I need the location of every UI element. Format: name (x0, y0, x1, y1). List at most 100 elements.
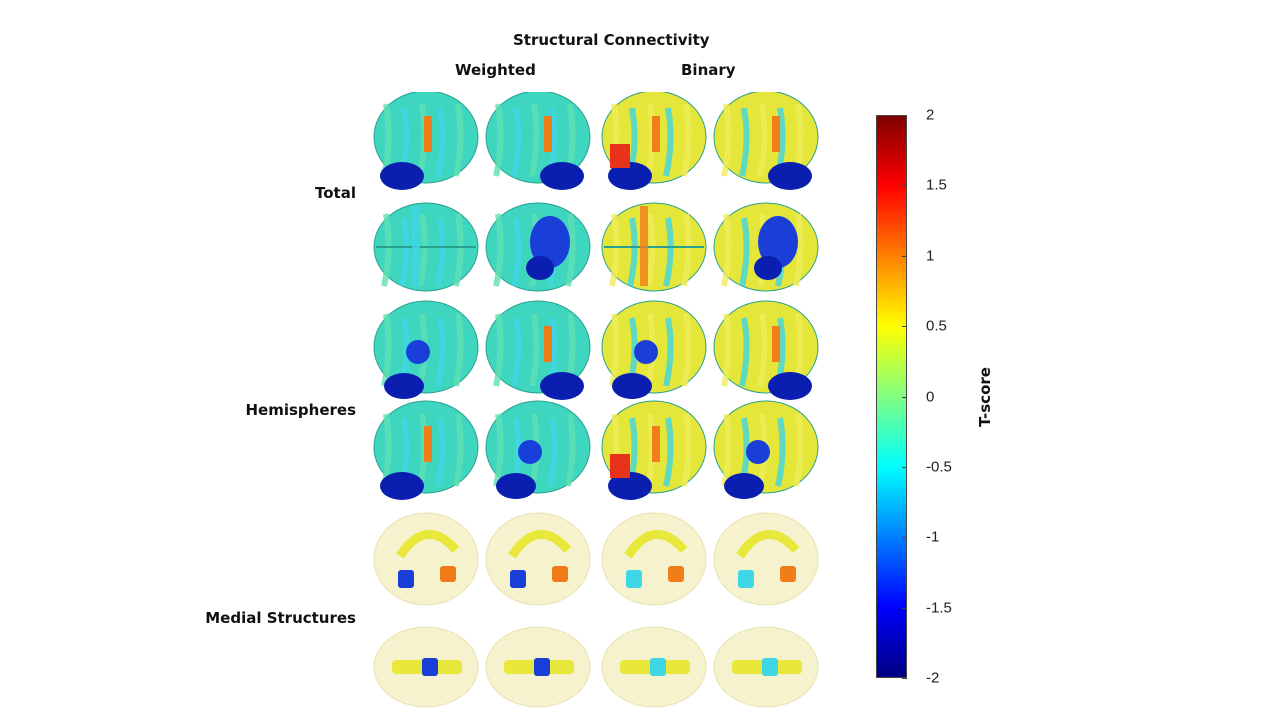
glass-brain (713, 512, 819, 606)
row-label-hemispheres: Hemispheres (245, 401, 356, 419)
medial-structure (626, 570, 642, 588)
brain-panel (485, 626, 591, 708)
medial-structure (780, 566, 796, 582)
highlight-region (424, 426, 432, 462)
colorbar-tick-mark (902, 115, 907, 116)
highlight-region (610, 454, 630, 478)
subcortical-structure (518, 440, 542, 464)
gyrus-band (435, 317, 446, 387)
cerebellum (608, 472, 652, 500)
corpus-callosum (396, 529, 460, 559)
ventral-region (758, 216, 798, 268)
medial-structure (422, 658, 438, 676)
gyrus-band (681, 313, 692, 387)
cerebellum (608, 162, 652, 190)
highlight-region (652, 426, 660, 462)
brain-panel (713, 300, 819, 400)
brain-panel (601, 202, 707, 292)
colorbar-tick-mark (902, 396, 907, 398)
gyrus-band (453, 413, 464, 487)
ventral-region (754, 256, 782, 280)
brain-panel (601, 400, 707, 500)
column-header-binary: Binary (681, 61, 736, 79)
colorbar-tick-mark (902, 255, 907, 257)
ventral-region (530, 216, 570, 268)
medial-structure (650, 658, 666, 676)
figure-title: Structural Connectivity (513, 31, 710, 49)
highlight-region (640, 206, 648, 286)
highlight-region (610, 144, 630, 168)
cerebellum (612, 373, 652, 399)
row-label-medial-structures: Medial Structures (205, 609, 356, 627)
colorbar-tick-label: -2 (926, 669, 940, 687)
highlight-region (424, 116, 432, 152)
gyrus-band (775, 417, 786, 487)
gyrus-band (381, 213, 392, 287)
glass-brain (485, 512, 591, 606)
corpus-callosum (736, 529, 800, 559)
highlight-region (652, 116, 660, 152)
gyrus-band (793, 213, 804, 287)
gyrus-band (739, 217, 750, 287)
brain-panel (485, 202, 591, 292)
highlight-region (772, 116, 780, 152)
gyrus-band (547, 417, 558, 487)
gyrus-band (721, 313, 732, 387)
ventral-region (526, 256, 554, 280)
gyrus-band (565, 413, 576, 487)
colorbar-tick-mark (902, 326, 907, 328)
gyrus-band (739, 107, 750, 177)
gyrus-band (511, 107, 522, 177)
corpus-callosum (508, 529, 572, 559)
gyrus-band (493, 313, 504, 387)
subcortical-structure (634, 340, 658, 364)
gyrus-band (609, 213, 620, 287)
cerebellum (768, 162, 812, 190)
gyrus-band (565, 213, 576, 287)
medial-structure (398, 570, 414, 588)
gyrus-band (681, 413, 692, 487)
glass-brain (601, 512, 707, 606)
colorbar-tick-label: 0 (926, 388, 935, 405)
gyrus-band (721, 413, 732, 487)
colorbar-tick-mark (902, 185, 907, 187)
gyrus-band (435, 217, 446, 287)
gyrus-band (529, 103, 540, 177)
gyrus-band (417, 213, 428, 287)
gyrus-band (663, 217, 674, 287)
brain-panel (373, 512, 479, 606)
gyrus-band (739, 317, 750, 387)
brain-panel (485, 400, 591, 499)
colorbar-tick-label: 0.5 (926, 317, 947, 335)
brain-panel (485, 300, 591, 400)
brain-panel (373, 626, 479, 708)
gyrus-band (453, 103, 464, 177)
gyrus-band (609, 313, 620, 387)
cerebellum (496, 473, 536, 499)
medial-structure (440, 566, 456, 582)
medial-structure (510, 570, 526, 588)
highlight-region (544, 326, 552, 362)
gyrus-band (453, 313, 464, 387)
highlight-region (772, 326, 780, 362)
colorbar-tick-label: 2 (926, 106, 935, 124)
corpus-callosum (624, 529, 688, 559)
medial-structure (534, 658, 550, 676)
cerebellum (380, 472, 424, 500)
gyrus-band (493, 413, 504, 487)
colorbar-tick-mark (902, 466, 907, 468)
column-header-weighted: Weighted (455, 61, 536, 79)
colorbar-tick-mark (902, 678, 907, 679)
gyrus-band (511, 317, 522, 387)
cerebellum (384, 373, 424, 399)
gyrus-band (681, 213, 692, 287)
colorbar-tick-mark (902, 607, 907, 609)
gyrus-band (511, 217, 522, 287)
gyrus-band (663, 107, 674, 177)
highlight-region (544, 116, 552, 152)
subcortical-structure (746, 440, 770, 464)
brain-panel (373, 202, 479, 292)
brain-panel (373, 92, 479, 190)
colorbar-tick-label: 1 (926, 247, 935, 265)
cerebellum (768, 372, 812, 400)
